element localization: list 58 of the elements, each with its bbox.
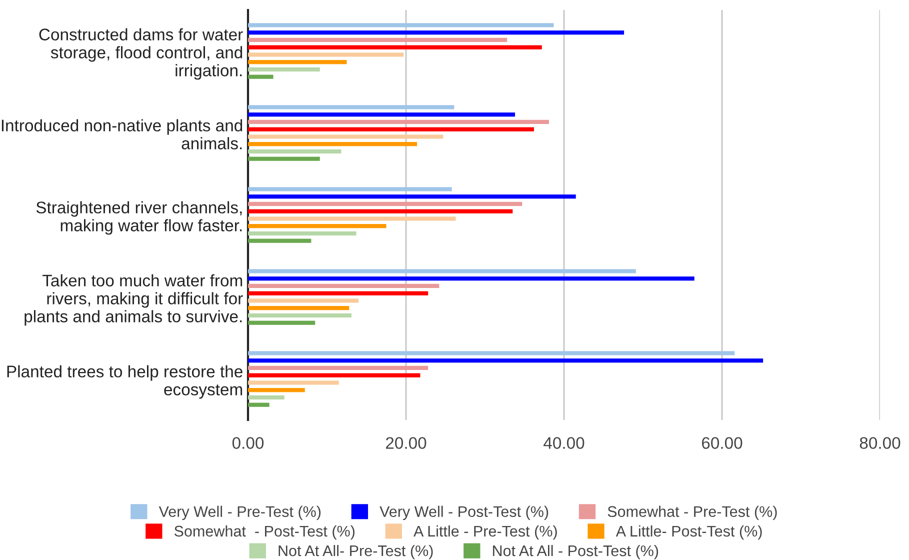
y-tick-label: Introduced non-native plants and animals.: [2, 119, 242, 150]
y-tick-label: Taken too much water from rivers, making it difficult for plants and animals to survive.: [24, 274, 243, 326]
bar: [248, 373, 420, 378]
bar: [248, 231, 356, 236]
bar: [248, 306, 350, 310]
bar: [248, 202, 522, 206]
bar: [248, 388, 305, 392]
x-tick-label: 40.00: [544, 437, 584, 449]
bar: [248, 142, 418, 146]
bar: [248, 52, 404, 57]
x-tick-label: 20.00: [386, 437, 426, 449]
bar: [248, 209, 513, 214]
y-tick-label: Straightened river channels, making water flow faster.: [36, 201, 242, 235]
legend-label: Somewhat - Post-Test (%): [174, 525, 354, 540]
x-tick-label: 60.00: [702, 437, 742, 449]
bar: [248, 105, 454, 110]
bar: [248, 238, 312, 243]
bar: [248, 276, 694, 281]
bar: [248, 67, 320, 72]
legend-label: Very Well - Post-Test (%): [380, 506, 548, 520]
bar: [248, 149, 342, 154]
bar: [248, 112, 516, 117]
bar: [248, 194, 576, 199]
bar: [248, 120, 549, 124]
legend-label: Not At All - Post-Test (%): [493, 544, 658, 560]
bar: [248, 23, 554, 28]
x-tick-label: 80.00: [860, 437, 900, 449]
bar: [248, 127, 534, 132]
bar: [248, 74, 274, 79]
legend-label: A Little- Post-Test (%): [616, 525, 762, 540]
bar: [248, 187, 452, 192]
bar: [248, 224, 386, 228]
bar: [248, 291, 428, 296]
bar: [248, 313, 352, 318]
y-tick-label: Constructed dams for water storage, flood control, and irrigation.: [39, 28, 243, 80]
legend-label: Very Well - Pre-Test (%): [158, 506, 321, 520]
legend-label: Somewhat - Pre-Test (%): [608, 506, 777, 520]
bar: [248, 358, 764, 363]
bar: [248, 30, 624, 35]
bar: [248, 351, 735, 356]
bar: [248, 216, 456, 221]
bar: [248, 320, 316, 325]
x-tick-label: 0.00: [232, 437, 264, 449]
bar: [248, 298, 359, 303]
bar: [248, 156, 320, 161]
bar: [248, 395, 284, 400]
bar: [248, 45, 542, 50]
bar: [248, 60, 347, 64]
bar: [248, 269, 636, 274]
legend-label: A Little - Pre-Test (%): [414, 525, 557, 540]
bar: [248, 366, 428, 370]
bar: [248, 402, 270, 407]
legend-label: Not At All- Pre-Test (%): [278, 544, 433, 560]
bar: [248, 134, 444, 139]
bar: [248, 38, 508, 42]
y-tick-label: Planted trees to help restore the ecosystem: [7, 365, 242, 399]
bar: [248, 284, 440, 288]
bar: [248, 380, 339, 385]
